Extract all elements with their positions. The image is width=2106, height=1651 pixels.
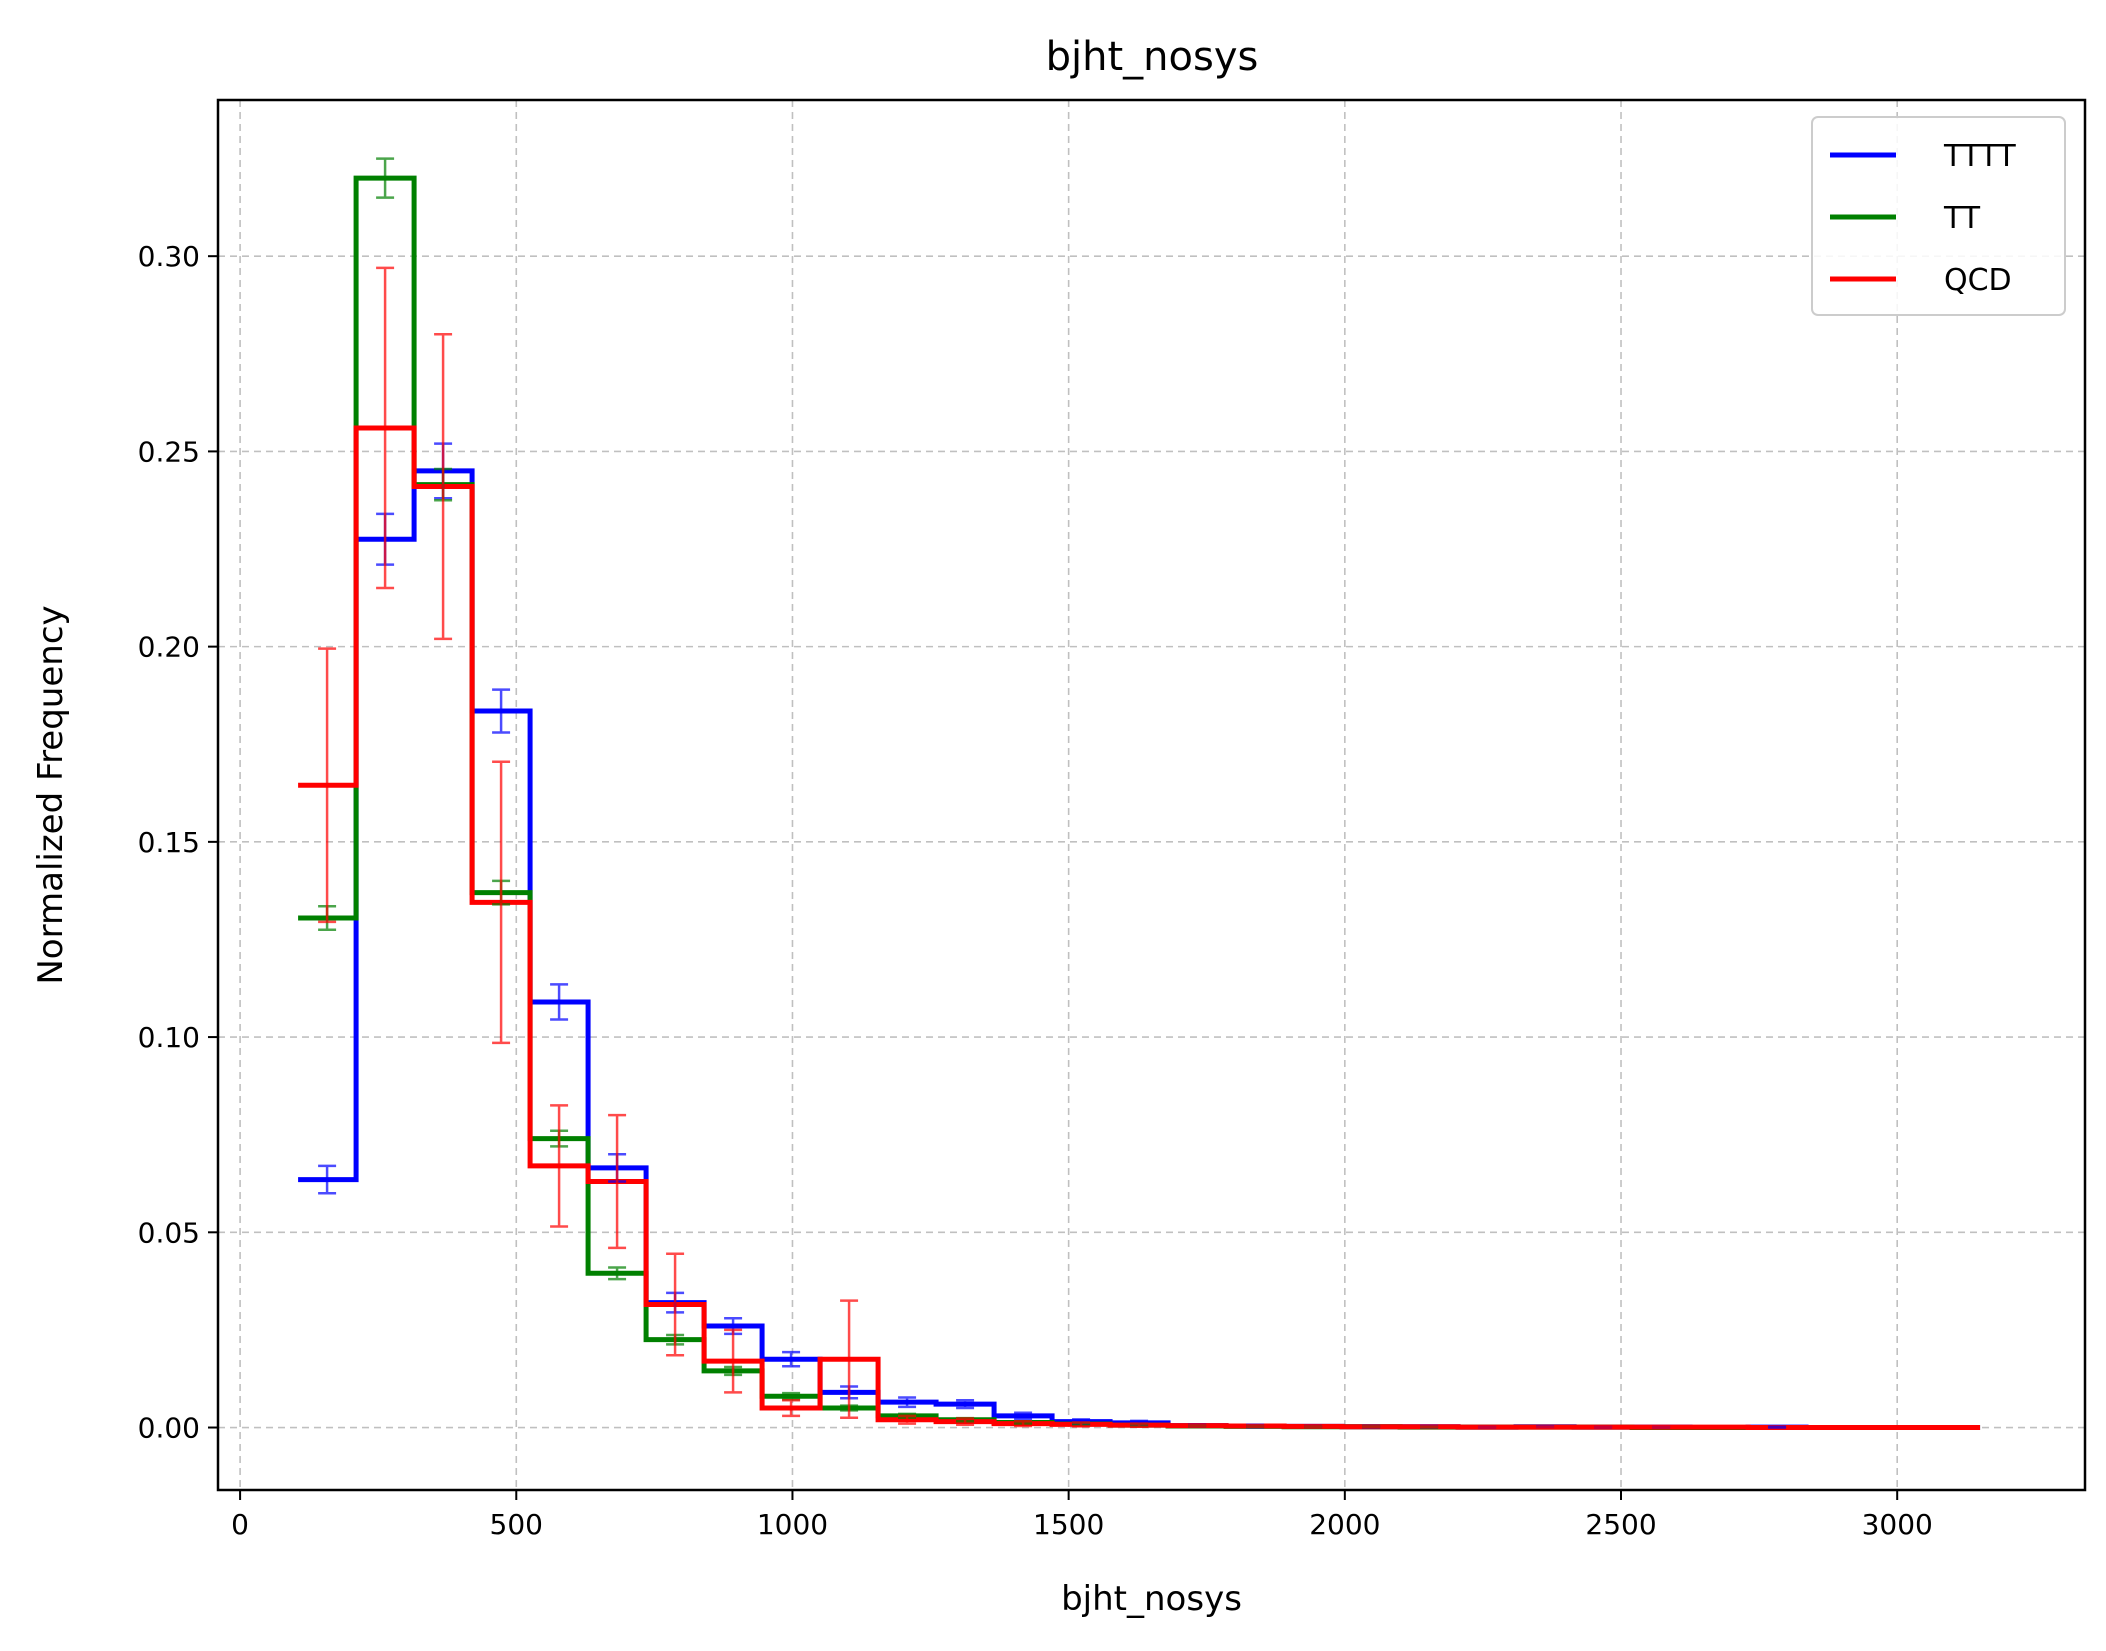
error-bars <box>318 157 1787 1429</box>
error-bar-qcd <box>782 1398 801 1418</box>
error-bar-qcd <box>434 333 453 641</box>
grid <box>218 100 2085 1490</box>
error-bar-tttt <box>318 1164 337 1195</box>
x-tick-label: 500 <box>490 1508 543 1541</box>
error-bar-qcd <box>898 1414 917 1425</box>
error-bar-tt <box>608 1266 627 1281</box>
x-tick-label: 2000 <box>1309 1508 1380 1541</box>
error-bar-qcd <box>956 1417 975 1427</box>
y-tick-label: 0.10 <box>138 1021 200 1054</box>
error-bar-tttt <box>782 1350 801 1368</box>
error-bar-qcd <box>1130 1422 1149 1428</box>
x-tick-label: 0 <box>231 1508 249 1541</box>
error-bar-qcd <box>1652 1425 1671 1429</box>
error-bar-qcd <box>1594 1425 1613 1429</box>
plot-frame <box>216 98 2087 1492</box>
y-axis-label: Normalized Frequency <box>31 605 71 984</box>
error-bar-tt <box>376 157 395 199</box>
x-tick-label: 2500 <box>1585 1508 1656 1541</box>
error-bar-tttt <box>550 983 569 1021</box>
error-bar-tttt <box>1014 1411 1033 1421</box>
error-bar-qcd <box>1420 1425 1439 1429</box>
y-axis: 0.00 0.05 0.10 0.15 0.20 0.25 0.30 <box>138 240 218 1445</box>
legend-box <box>1811 116 2066 316</box>
y-tick-label: 0.30 <box>138 240 200 273</box>
legend-label-tt: TT <box>1943 201 1981 236</box>
error-bar-tttt <box>956 1398 975 1410</box>
error-bar-qcd <box>724 1328 743 1394</box>
x-tick-label: 1500 <box>1033 1508 1104 1541</box>
error-bar-qcd <box>1014 1420 1033 1428</box>
x-tick-label: 3000 <box>1862 1508 1933 1541</box>
y-tick-label: 0.00 <box>138 1412 200 1445</box>
error-bar-qcd <box>1362 1425 1381 1429</box>
error-bar-qcd <box>840 1299 859 1420</box>
y-tick-label: 0.15 <box>138 826 200 859</box>
x-axis: 0 500 1000 1500 2000 2500 3000 <box>231 1490 1933 1541</box>
error-bar-qcd <box>666 1252 685 1357</box>
error-bar-qcd <box>492 760 511 1045</box>
error-bar-tttt <box>492 688 511 734</box>
x-tick-label: 1000 <box>757 1508 828 1541</box>
error-bar-qcd <box>1710 1425 1729 1429</box>
error-bar-qcd <box>1072 1421 1091 1428</box>
legend-label-tttt: TTTT <box>1943 139 2016 174</box>
x-axis-label: bjht_nosys <box>1061 1579 1242 1619</box>
error-bar-qcd <box>608 1113 627 1250</box>
error-bar-qcd <box>550 1104 569 1228</box>
error-bar-tttt <box>1768 1425 1787 1429</box>
error-bar-qcd <box>1188 1423 1207 1428</box>
y-tick-label: 0.20 <box>138 631 200 664</box>
error-bar-qcd <box>1304 1424 1323 1429</box>
y-tick-label: 0.05 <box>138 1216 200 1249</box>
legend-label-qcd: QCD <box>1944 263 2012 298</box>
error-bar-qcd <box>318 647 337 924</box>
error-bar-qcd <box>1478 1425 1497 1429</box>
y-tick-label: 0.25 <box>138 435 200 468</box>
error-bar-qcd <box>1246 1423 1265 1428</box>
error-bar-qcd <box>376 266 395 590</box>
error-bar-qcd <box>1536 1425 1555 1429</box>
chart-title: bjht_nosys <box>1046 34 1259 80</box>
error-bar-tttt <box>898 1396 917 1409</box>
